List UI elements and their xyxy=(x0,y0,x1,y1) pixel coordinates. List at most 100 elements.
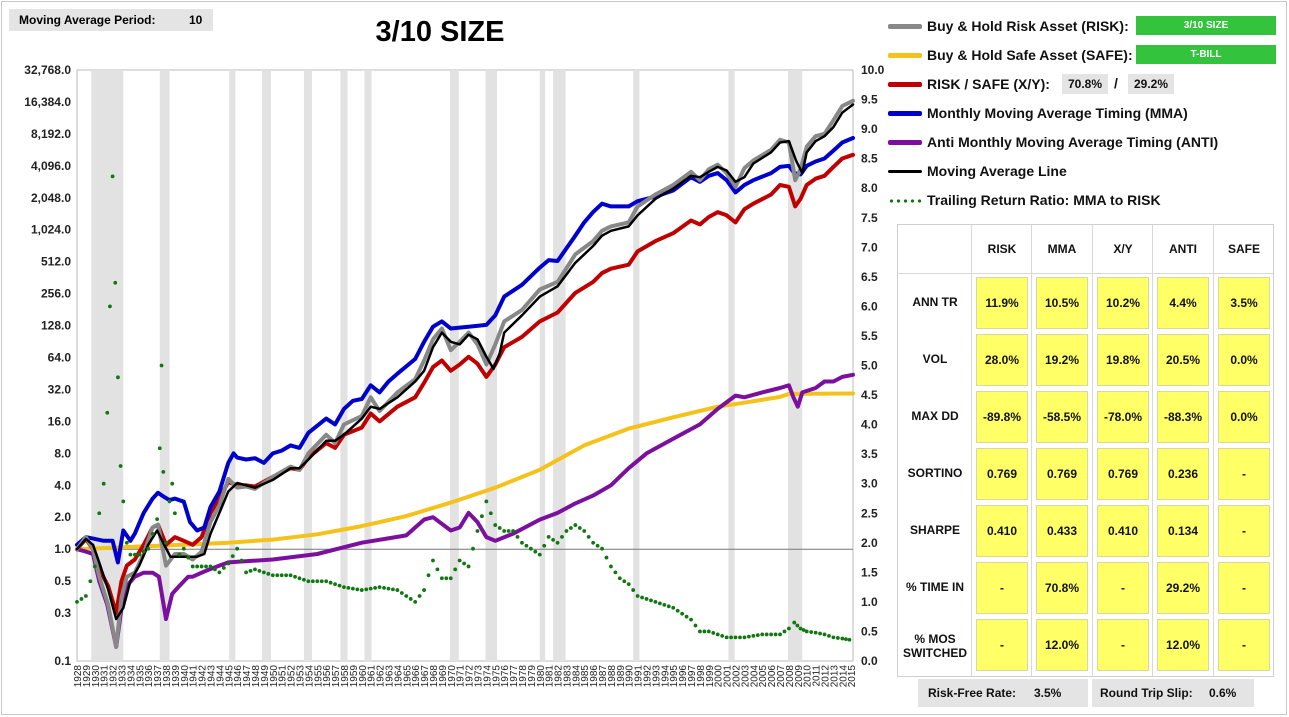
recession-band xyxy=(159,70,170,661)
ratio-dot xyxy=(631,588,636,592)
ratio-dot xyxy=(462,561,467,566)
ratio-dot xyxy=(577,526,582,530)
ratio-dot xyxy=(711,631,716,635)
y-left-tick-label: 4.0 xyxy=(54,478,71,492)
risk-free-rate-value: 3.5% xyxy=(1034,686,1062,700)
x-tick-label: 1952 xyxy=(287,665,298,688)
ratio-dot xyxy=(524,543,529,548)
y-right-tick-label: 4.5 xyxy=(861,388,878,402)
x-tick-label: 1998 xyxy=(696,665,707,688)
ratio-dot xyxy=(755,633,760,638)
recession-band xyxy=(539,70,546,661)
x-tick-label: 1967 xyxy=(420,665,431,688)
ratio-dot xyxy=(302,577,306,582)
table-divider xyxy=(1152,225,1153,676)
ratio-dot xyxy=(373,585,378,590)
x-tick-label: 1955 xyxy=(313,665,324,688)
x-tick-label: 1972 xyxy=(465,665,476,688)
ratio-dot xyxy=(310,579,315,584)
ratio-dot xyxy=(684,614,689,619)
ratio-dot xyxy=(141,549,146,554)
series-line-risk xyxy=(75,98,855,649)
ratio-dot xyxy=(769,632,774,637)
ratio-dot xyxy=(404,594,409,598)
y-left-tick-label: 0.3 xyxy=(54,606,71,620)
y-right-tick-label: 10.0 xyxy=(861,63,885,77)
cell-sharpe-risk: 0.410 xyxy=(976,505,1028,557)
y-right-tick-label: 0.0 xyxy=(861,654,878,668)
ratio-dot xyxy=(444,576,449,581)
x-tick-label: 1987 xyxy=(598,665,609,688)
ratio-dot xyxy=(542,543,547,548)
x-tick-label: 1977 xyxy=(509,665,520,688)
ratio-dot xyxy=(675,608,680,613)
legend-risk-swatch xyxy=(888,24,922,29)
ratio-dot xyxy=(124,540,129,545)
ratio-dot xyxy=(435,567,440,572)
ratio-dot xyxy=(471,546,475,551)
ratio-dot xyxy=(613,570,618,575)
x-tick-label: 1933 xyxy=(117,665,128,688)
x-tick-label: 1990 xyxy=(625,665,636,688)
ratio-dot xyxy=(453,567,458,572)
x-tick-label: 1939 xyxy=(171,665,182,688)
x-tick-label: 2004 xyxy=(749,665,760,688)
xy-separator: / xyxy=(1114,75,1118,91)
ratio-dot xyxy=(431,558,435,563)
ratio-dot xyxy=(720,633,725,638)
x-tick-label: 1947 xyxy=(242,665,253,688)
x-tick-label: 1951 xyxy=(278,665,289,688)
ratio-dot xyxy=(146,546,151,551)
ratio-dot xyxy=(217,570,222,575)
ratio-dot xyxy=(475,529,480,533)
y-left-tick-label: 8.0 xyxy=(54,446,71,460)
ratio-dot xyxy=(75,600,79,604)
ratio-dot xyxy=(795,623,800,628)
ma-period-label: Moving Average Period: xyxy=(19,13,156,27)
ratio-dot xyxy=(128,552,133,557)
x-tick-label: 1932 xyxy=(109,665,120,688)
legend-xy: RISK / SAFE (X/Y): 70.8% / 29.2% xyxy=(886,72,1282,96)
ratio-dot xyxy=(150,532,155,536)
y-right-tick-label: 2.5 xyxy=(861,506,878,520)
cell-max-dd-mma: -58.5% xyxy=(1036,391,1088,443)
ratio-dot xyxy=(827,633,831,638)
ratio-dot xyxy=(546,534,551,539)
ratio-dot xyxy=(644,597,649,601)
plot-area xyxy=(76,69,854,662)
ratio-dot xyxy=(230,554,235,558)
cell-max-dd-risk: -89.8% xyxy=(976,391,1028,443)
y-left-tick-label: 1,024.0 xyxy=(31,223,71,237)
x-tick-label: 1934 xyxy=(126,665,137,688)
cell-sortino-anti: 0.236 xyxy=(1157,448,1209,500)
ma-period-value: 10 xyxy=(189,13,203,27)
y-right-tick-label: 7.5 xyxy=(861,211,878,225)
ratio-dot xyxy=(155,517,159,522)
x-tick-label: 1966 xyxy=(411,665,422,688)
x-tick-label: 2012 xyxy=(821,665,832,688)
ratio-dot xyxy=(270,573,275,578)
ratio-dot xyxy=(693,623,698,628)
ratio-dot xyxy=(382,585,386,590)
ratio-dot xyxy=(626,582,631,587)
x-tick-label: 1979 xyxy=(527,665,538,688)
ratio-dot xyxy=(79,597,84,601)
x-tick-label: 1960 xyxy=(358,665,369,688)
y-right-tick-label: 5.5 xyxy=(861,329,878,343)
cell-max-dd-safe: 0.0% xyxy=(1218,391,1270,443)
cell-ann-tr-safe: 3.5% xyxy=(1218,277,1270,329)
y-right-tick-label: 8.5 xyxy=(861,152,878,166)
cell-sharpe-mma: 0.433 xyxy=(1036,505,1088,557)
legend-anti-label: Anti Monthly Moving Average Timing (ANTI… xyxy=(927,134,1219,150)
x-tick-label: 1941 xyxy=(189,665,200,688)
ratio-dot xyxy=(121,499,126,504)
ratio-dot xyxy=(248,568,253,573)
cell-vol-risk: 28.0% xyxy=(976,334,1028,386)
ratio-dot xyxy=(181,546,186,551)
ratio-dot xyxy=(204,564,208,569)
recession-band xyxy=(262,70,271,661)
ratio-dot xyxy=(847,637,852,642)
cell-vol-anti: 20.5% xyxy=(1157,334,1209,386)
safe-asset-tag: T-BILL xyxy=(1136,45,1276,64)
ratio-dot xyxy=(137,552,142,557)
